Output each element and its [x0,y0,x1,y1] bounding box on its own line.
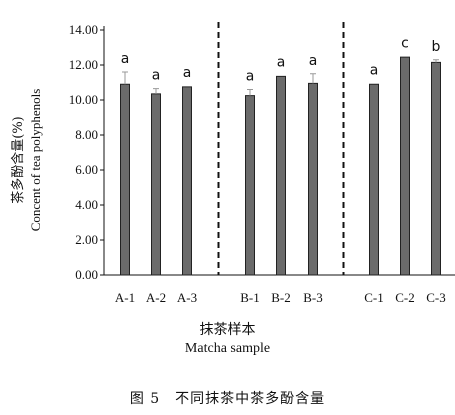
group-separators [217,22,345,275]
significance-labels: a a a a a a a c b [121,35,441,84]
bar [400,56,410,276]
y-tick-label: 14.00 [69,22,98,37]
significance-label: b [432,39,441,55]
x-tick-label: A-2 [146,290,166,305]
significance-label: a [246,69,255,85]
significance-label: a [121,51,130,67]
x-ticks: A-1 A-2 A-3 B-1 B-2 B-3 C-1 C-2 C-3 [115,290,446,305]
x-tick-label: C-3 [426,290,446,305]
y-tick-label: 6.00 [75,162,98,177]
y-axis-label-en: Concent of tea polyphenols [28,89,43,232]
y-axis-label-cn: 茶多酚含量(%) [10,116,26,204]
x-tick-label: B-3 [303,290,323,305]
error-bars [122,59,439,96]
y-tick-label: 4.00 [75,197,98,212]
x-tick-label: A-1 [115,290,135,305]
x-tick-label: B-2 [271,290,291,305]
bar [369,83,379,276]
x-axis-label-cn: 抹茶样本 [199,322,256,338]
x-tick-label: A-3 [177,290,197,305]
x-tick-label: C-2 [395,290,415,305]
significance-label: a [277,55,286,71]
bar [245,95,255,276]
bar [276,75,286,276]
y-ticks: 0.00 2.00 4.00 6.00 8.00 10.00 12.00 14.00 [69,22,104,282]
bar [151,93,161,276]
bar [120,83,130,276]
y-tick-label: 2.00 [75,232,98,247]
significance-label: a [370,62,379,78]
bar [308,82,318,276]
y-tick-label: 12.00 [69,57,98,72]
y-tick-label: 0.00 [75,267,98,282]
significance-label: c [401,35,409,51]
figure-caption: 图 5 不同抹茶中茶多酚含量 [129,391,326,407]
y-tick-label: 8.00 [75,127,98,142]
bar [431,61,441,276]
bars [120,56,441,276]
y-axis-label: 茶多酚含量(%) Concent of tea polyphenols [10,89,43,232]
significance-label: a [309,53,318,69]
y-tick-label: 10.00 [69,92,98,107]
bar [182,86,192,276]
x-tick-label: B-1 [240,290,260,305]
significance-label: a [183,65,192,81]
x-axis-label-en: Matcha sample [184,341,271,356]
x-tick-label: C-1 [364,290,384,305]
significance-label: a [152,68,161,84]
